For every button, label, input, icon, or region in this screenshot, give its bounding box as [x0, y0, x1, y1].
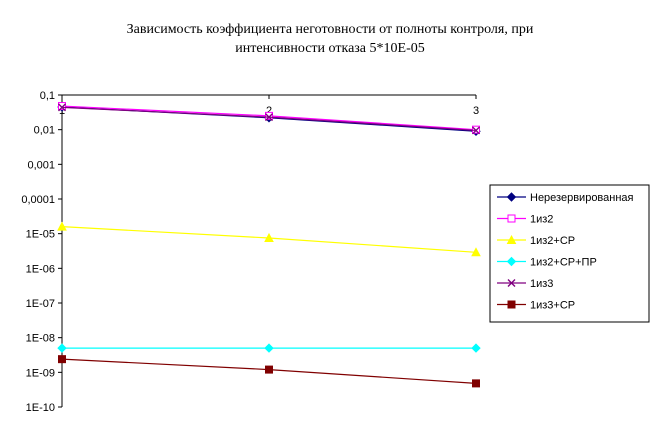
- plot-axes: 0,1 0,01 0,001 0,0001 1E-05 1E-06 1E-07 1E-08 1E…: [21, 90, 479, 414]
- legend-item: 1из2+СР: [497, 234, 575, 247]
- series-6: [58, 355, 480, 388]
- y-tick-label: 1E-07: [26, 298, 55, 310]
- legend-swatch-marker: [507, 214, 516, 223]
- legend-label: 1из2+СР: [530, 235, 575, 247]
- series-4: [57, 343, 481, 353]
- data-point: [57, 343, 67, 353]
- legend-swatch-marker: [506, 256, 517, 267]
- data-point: [265, 113, 273, 122]
- legend-label: 1из2: [530, 214, 553, 226]
- x-tick-label: 3: [473, 105, 479, 117]
- legend-label: 1из2+СР+ПР: [530, 257, 597, 269]
- data-point: [264, 232, 274, 242]
- legend-swatch-marker: [506, 192, 517, 202]
- legend-item: 1из2: [497, 214, 553, 226]
- chart-title-line-2: интенсивности отказа 5*10E-05: [235, 41, 425, 56]
- y-tick-label: 1E-05: [26, 229, 55, 241]
- series-layer: [57, 102, 481, 388]
- data-point: [264, 343, 274, 353]
- legend-item: 1из2+СР+ПР: [497, 257, 597, 269]
- legend-item: 1из3: [497, 278, 553, 290]
- legend-label: 1из3: [530, 278, 553, 290]
- data-point: [57, 221, 67, 231]
- y-tick-label: 0,001: [27, 159, 55, 171]
- legend-label: Нерезервированная: [530, 192, 634, 204]
- data-point: [58, 102, 66, 111]
- legend-swatch-marker: [507, 300, 516, 309]
- data-point: [58, 355, 66, 364]
- y-tick-label: 0,01: [34, 125, 55, 137]
- data-point: [265, 111, 273, 120]
- series-5: [58, 103, 480, 135]
- data-point: [472, 379, 480, 388]
- data-point: [58, 103, 66, 112]
- data-point: [472, 126, 480, 135]
- series-3: [57, 221, 481, 257]
- y-tick-label: 1E-09: [26, 367, 55, 379]
- data-point: [265, 365, 273, 374]
- legend-box: [489, 184, 650, 323]
- legend-label: 1из3+СР: [530, 300, 575, 312]
- legend-swatch-marker: [506, 234, 517, 244]
- y-tick-label: 0,0001: [21, 194, 55, 206]
- legend-swatch-marker: [507, 279, 516, 287]
- data-point: [471, 247, 481, 257]
- legend-item: 1из3+СР: [497, 300, 575, 312]
- y-tick-label: 0,1: [40, 90, 55, 102]
- y-tick-label: 1E-08: [26, 333, 55, 345]
- legend: Нерезервированная 1из2 1из2+СР 1из2+СР+ПР 1и…: [489, 184, 650, 323]
- y-tick-label: 1E-06: [26, 263, 55, 275]
- legend-item: Нерезервированная: [497, 192, 634, 204]
- chart-title-line-1: Зависимость коэффициента неготовности от…: [127, 22, 534, 37]
- x-tick-label: 2: [266, 105, 272, 117]
- data-point: [471, 343, 481, 353]
- y-tick-label: 1E-10: [26, 402, 55, 414]
